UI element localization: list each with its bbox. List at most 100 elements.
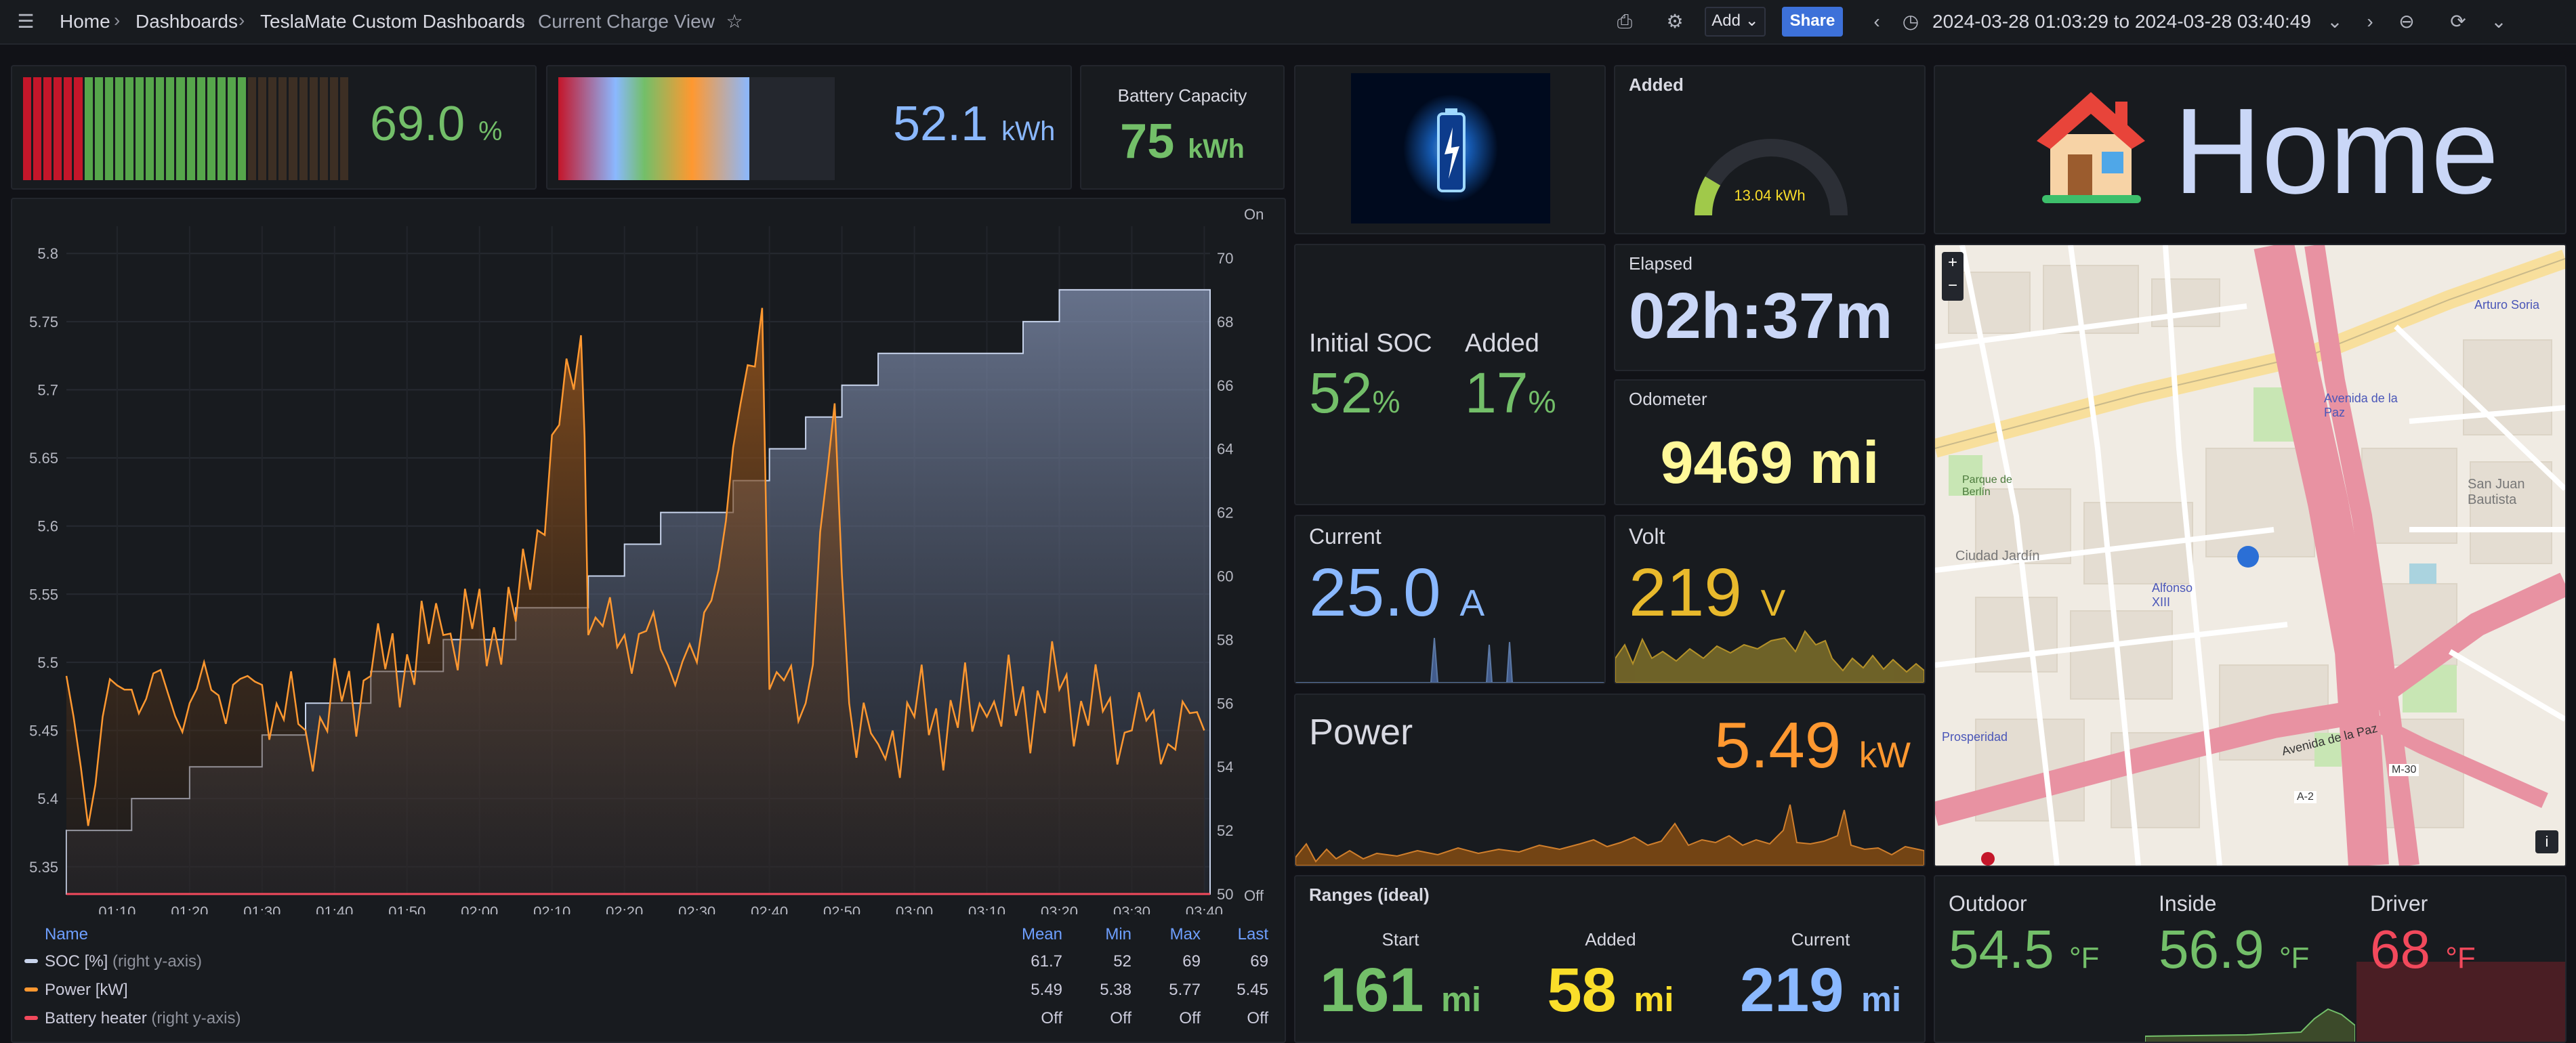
legend-value: 5.77: [1169, 981, 1201, 999]
zoom-out-icon[interactable]: ⊖: [2398, 11, 2415, 32]
soc-gauge-cell: [125, 77, 134, 180]
refresh-icon[interactable]: ⟳: [2450, 11, 2466, 32]
menu-icon[interactable]: ☰: [17, 11, 35, 32]
map-label: Avenida de la Paz: [2324, 391, 2398, 419]
home-panel: Home: [1934, 65, 2567, 234]
y-left-tick-label: 5.5: [37, 654, 58, 671]
map-info-button[interactable]: i: [2535, 830, 2558, 853]
map-label: Parque de Berlín: [1962, 474, 2012, 498]
battery-image: [1351, 73, 1550, 224]
soc-gauge-cell: [176, 77, 185, 180]
soc-gauge-cell: [268, 77, 277, 180]
outdoor-temp-value: 54.5 °F: [1949, 919, 2100, 979]
legend-header-mean[interactable]: Mean: [1021, 925, 1062, 943]
current-sparkline: [1295, 637, 1604, 683]
y-right-tick-label: 58: [1217, 631, 1233, 648]
breadcrumb-folder[interactable]: TeslaMate Custom Dashboards: [260, 11, 525, 32]
breadcrumb-separator-icon: ›: [519, 9, 526, 30]
legend-value: 5.45: [1237, 981, 1268, 999]
ranges-panel: Ranges (ideal) Start 161 mi Added 58 mi …: [1294, 875, 1926, 1043]
map-label: Ciudad Jardín: [1955, 549, 2040, 563]
soc-gauge-cell: [64, 77, 72, 180]
x-tick-label: 01:10: [98, 903, 136, 914]
legend-swatch: [24, 987, 38, 992]
battery-image-panel: [1294, 65, 1606, 234]
chevron-down-icon[interactable]: ⌄: [2327, 11, 2343, 32]
soc-gauge-cell: [237, 77, 247, 180]
soc-gauge-cell: [248, 77, 257, 180]
legend-header-name: Name: [45, 925, 89, 943]
power-series-line: [65, 307, 1205, 826]
x-tick-label: 02:40: [751, 903, 788, 914]
timeseries-chart[interactable]: 5.35 5.4 5.45 5.5 5.55 5.6 5.65 5.7 5.75 5.8 50 52 5…: [12, 199, 1285, 914]
current-value: 25.0 A: [1309, 555, 1485, 631]
odometer-title: Odometer: [1629, 389, 1707, 409]
volt-panel: Volt 219 V: [1614, 515, 1926, 684]
zoom-out-button[interactable]: −: [1947, 276, 1957, 295]
x-tick-label: 03:00: [896, 903, 933, 914]
soc-gauge-cell: [309, 77, 318, 180]
power-value: 5.49 kW: [1714, 709, 1911, 782]
map-label: M-30: [2389, 764, 2419, 776]
y-right-tick-label: 62: [1217, 505, 1233, 522]
x-tick-label: 03:30: [1113, 903, 1150, 914]
add-button[interactable]: Add ⌄: [1705, 7, 1766, 37]
map-label: Arturo Soria: [2474, 298, 2540, 312]
soc-gauge-cell: [33, 77, 42, 180]
power-sparkline: [1295, 804, 1924, 866]
star-icon[interactable]: ☆: [726, 11, 743, 32]
soc-bar-gauge-panel: 69.0 %: [11, 65, 537, 190]
y-right-tick-label: 54: [1217, 759, 1233, 775]
soc-gauge-cell: [84, 77, 93, 180]
legend-header-last[interactable]: Last: [1237, 925, 1268, 943]
chevron-down-icon[interactable]: ⌄: [2491, 11, 2507, 32]
save-icon[interactable]: ⎙: [1617, 11, 1633, 32]
map-zoom-controls: + −: [1942, 252, 1964, 301]
gear-icon[interactable]: ⚙: [1666, 11, 1684, 32]
legend-value: Off: [1110, 1009, 1131, 1027]
range-start-value: 161 mi: [1319, 956, 1482, 1025]
breadcrumb-separator-icon: ›: [238, 9, 245, 30]
odometer-panel: Odometer 9469 mi: [1614, 379, 1926, 505]
share-button[interactable]: Share: [1782, 7, 1843, 37]
legend-row-battery-heater[interactable]: Battery heater (right y-axis): [24, 1009, 241, 1028]
y-right-tick-label: 66: [1217, 377, 1233, 394]
breadcrumb-dashboards[interactable]: Dashboards: [136, 11, 238, 32]
temperatures-panel: Outdoor 54.5 °F Inside 56.9 °F Driver 68…: [1934, 875, 2567, 1043]
soc-value: 69.0 %: [370, 97, 503, 151]
y-right-tick-label: 64: [1217, 441, 1233, 458]
chart-legend-table: Name Mean Min Max Last SOC [%] (right y-…: [12, 921, 1285, 1042]
y-right-tick-label: 70: [1217, 250, 1233, 267]
soc-gauge-cell: [278, 77, 287, 180]
chevron-left-icon[interactable]: ‹: [1873, 11, 1880, 32]
x-tick-label: 01:20: [171, 903, 208, 914]
legend-header-max[interactable]: Max: [1169, 925, 1201, 943]
volt-sparkline: [1615, 630, 1924, 683]
added-soc-label: Added: [1465, 329, 1539, 358]
elapsed-panel: Elapsed 02h:37m: [1614, 244, 1926, 371]
driver-temp-value: 68 °F: [2370, 919, 2476, 979]
x-tick-label: 01:50: [388, 903, 425, 914]
time-range-picker[interactable]: 2024-03-28 01:03:29 to 2024-03-28 03:40:…: [1932, 11, 2311, 32]
volt-value: 219 V: [1629, 555, 1786, 631]
breadcrumb-home[interactable]: Home: [60, 11, 110, 32]
legend-row-soc[interactable]: SOC [%] (right y-axis): [24, 952, 202, 971]
legend-header-min[interactable]: Min: [1105, 925, 1131, 943]
soc-gauge-cell: [339, 77, 348, 180]
zoom-in-button[interactable]: +: [1947, 253, 1957, 272]
breadcrumb-separator-icon: ›: [114, 9, 121, 30]
y-left-tick-label: 5.45: [29, 723, 58, 740]
legend-row-power[interactable]: Power [kW]: [24, 981, 128, 1000]
clock-icon: ◷: [1902, 11, 1919, 32]
y-left-tick-label: 5.35: [29, 859, 58, 876]
soc-gauge-cell: [289, 77, 297, 180]
chevron-right-icon[interactable]: ›: [2367, 11, 2373, 32]
map-panel[interactable]: Arturo Soria Avenida de la Paz San Juan …: [1934, 244, 2567, 867]
soc-gauge-cell: [54, 77, 62, 180]
soc-gauge-cell: [217, 77, 226, 180]
elapsed-title: Elapsed: [1629, 253, 1692, 274]
battery-capacity-panel: Battery Capacity 75 kWh: [1080, 65, 1285, 190]
x-tick-label: 01:30: [243, 903, 281, 914]
added-gauge-value: 13.04 kWh: [1734, 187, 1806, 204]
soc-gauge-cell: [186, 77, 195, 180]
